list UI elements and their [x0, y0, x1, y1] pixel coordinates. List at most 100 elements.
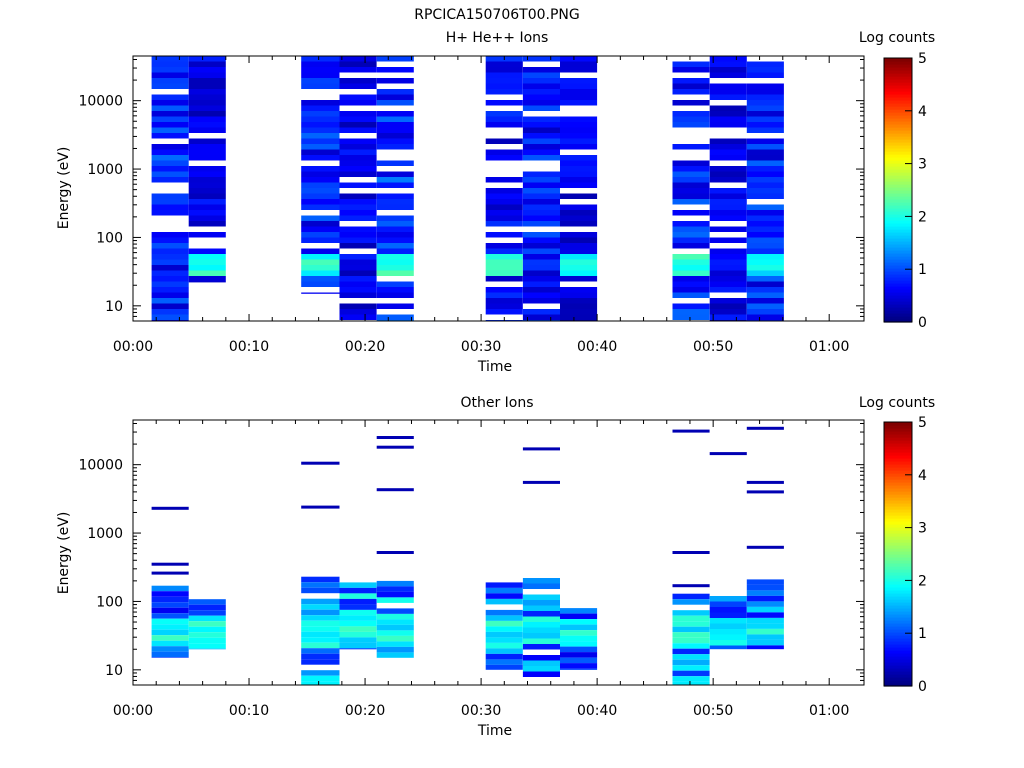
colorbar-swatch — [884, 599, 912, 603]
heatmap-cell — [485, 653, 523, 660]
heatmap-cell — [151, 259, 189, 265]
colorbar-swatch — [884, 178, 912, 182]
panel-h-he-ions: H+ He++ Ions 00:00 00:10 00:20 00:30 00:40 00… — [56, 30, 865, 375]
heatmap-cell — [522, 193, 560, 199]
heatmap-cell — [301, 83, 340, 89]
colorbar-swatch — [884, 671, 912, 675]
heatmap-cell — [188, 604, 226, 611]
heatmap-cell — [301, 171, 340, 177]
heatmap-cell — [485, 111, 523, 117]
heatmap-cell — [522, 605, 560, 611]
heatmap-cell — [709, 270, 747, 276]
heatmap-cell — [522, 265, 560, 271]
colorbar-swatch — [884, 250, 912, 254]
colorbar-swatch — [884, 217, 912, 221]
heatmap-cell — [151, 133, 189, 139]
heatmap-cell — [485, 83, 523, 89]
heatmap-cell — [188, 56, 226, 62]
heatmap-cell — [672, 265, 710, 271]
heatmap-cell — [709, 210, 747, 216]
heatmap-cell — [376, 248, 414, 254]
heatmap-cell — [522, 144, 560, 150]
heatmap-line — [376, 445, 414, 449]
colorbar-swatch — [884, 485, 912, 489]
heatmap-cell — [746, 61, 784, 67]
colorbar-swatch — [884, 578, 912, 582]
colorbar-tick-label: 4 — [918, 468, 927, 484]
heatmap-cell — [301, 265, 340, 271]
colorbar-swatch — [884, 473, 912, 477]
heatmap-cell — [301, 155, 340, 161]
heatmap-cell — [339, 111, 377, 117]
colorbar-swatch — [884, 235, 912, 239]
colorbar-swatch — [884, 286, 912, 290]
colorbar-swatch — [884, 461, 912, 465]
heatmap-cell — [376, 613, 414, 620]
heatmap-cell — [301, 270, 340, 276]
heatmap-cell — [301, 182, 340, 188]
heatmap-cell — [376, 624, 414, 631]
heatmap-cell — [522, 644, 560, 650]
heatmap-cell — [151, 635, 189, 641]
heatmap-cell — [339, 127, 377, 133]
heatmap-cell — [301, 215, 340, 221]
heatmap-cell — [560, 138, 598, 144]
heatmap-cell — [301, 681, 340, 685]
heatmap-cell — [376, 635, 414, 642]
heatmap-cell — [746, 601, 784, 607]
heatmap-cell — [301, 72, 340, 78]
heatmap-cell — [339, 61, 377, 67]
colorbar-swatch — [884, 662, 912, 666]
heatmap-cell — [522, 616, 560, 622]
heatmap-cell — [522, 188, 560, 194]
colorbar-swatch — [884, 575, 912, 579]
colorbar1-frame — [883, 57, 913, 323]
colorbar-swatch — [884, 238, 912, 242]
heatmap-cell — [485, 626, 523, 632]
heatmap-cell — [188, 61, 226, 67]
heatmap-cell — [522, 666, 560, 672]
heatmap-cell — [339, 149, 377, 155]
colorbar-swatch — [884, 175, 912, 179]
heatmap-cell — [376, 292, 414, 298]
heatmap-cell — [188, 210, 226, 216]
heatmap-cell — [522, 171, 560, 177]
heatmap-cell — [485, 254, 523, 260]
heatmap-cell — [560, 232, 598, 238]
heatmap-cell — [746, 166, 784, 172]
heatmap-cell — [485, 72, 523, 78]
colorbar-tick-label: 0 — [918, 315, 927, 331]
colorbar-swatch — [884, 262, 912, 266]
heatmap-cell — [672, 254, 710, 260]
heatmap-cell — [746, 100, 784, 106]
colorbar-swatch — [884, 214, 912, 218]
heatmap-cell — [188, 94, 226, 100]
x-tick-label: 00:50 — [693, 703, 733, 719]
heatmap-cell — [485, 587, 523, 594]
heatmap-cell — [151, 210, 189, 216]
heatmap-cell — [376, 127, 414, 133]
heatmap-cell — [746, 281, 784, 287]
heatmap-cell — [560, 298, 598, 304]
heatmap-cell — [560, 127, 598, 133]
heatmap-cell — [746, 122, 784, 128]
heatmap-cell — [188, 100, 226, 106]
heatmap-cell — [188, 105, 226, 111]
heatmap-cell — [151, 585, 189, 592]
heatmap-line — [746, 426, 784, 430]
heatmap-cell — [485, 292, 523, 298]
heatmap-cell — [746, 188, 784, 194]
heatmap-cell — [151, 591, 189, 597]
heatmap-cell — [301, 582, 340, 588]
colorbar-swatch — [884, 64, 912, 68]
colorbar-swatch — [884, 145, 912, 149]
heatmap-cell — [672, 309, 710, 315]
heatmap-cell — [301, 615, 340, 621]
colorbar-swatch — [884, 629, 912, 633]
y-tick-label: 100 — [96, 230, 123, 246]
heatmap-cell — [376, 56, 414, 62]
colorbar-swatch — [884, 548, 912, 552]
heatmap-cell — [339, 254, 377, 260]
heatmap-cell — [672, 78, 710, 84]
colorbar-2: Log counts 0 1 2 3 4 5 — [859, 395, 935, 695]
